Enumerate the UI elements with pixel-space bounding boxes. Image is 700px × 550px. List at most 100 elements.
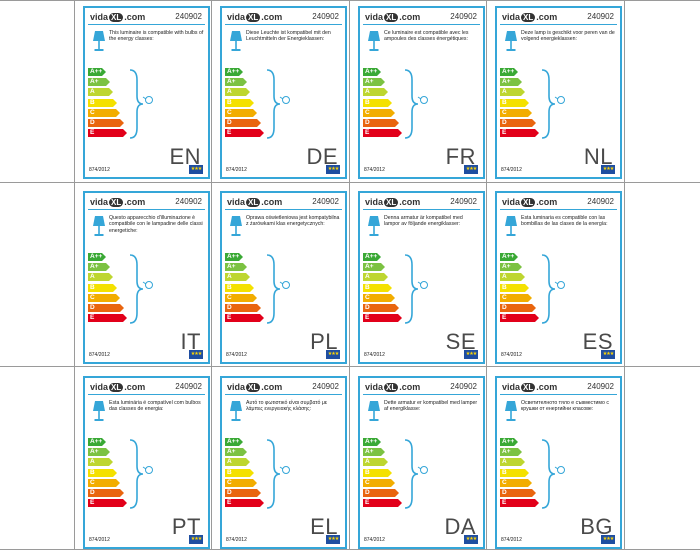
brand-logo: vida XL .com — [90, 382, 145, 392]
energy-class-bar: B — [225, 468, 253, 477]
brace-icon — [265, 68, 281, 140]
header-separator — [500, 209, 617, 210]
label-cell-de: vida XL .com 240902 Diese Leuchte ist kompat… — [211, 3, 348, 180]
regulation-number: 874/2012 — [364, 537, 385, 543]
energy-class-bar: C — [225, 108, 257, 117]
grid-divider-horizontal — [0, 182, 700, 183]
energy-label-card: vida XL .com 240902 Deze lamp is geschikt vo… — [495, 6, 622, 179]
energy-class-bars: A++ A+ A B C D E — [363, 253, 402, 324]
brand-logo-domain: .com — [261, 12, 283, 22]
brace-icon — [265, 253, 281, 325]
header-separator — [88, 394, 205, 395]
brand-logo-badge: XL — [521, 13, 536, 22]
brand-logo-badge: XL — [109, 198, 124, 207]
eu-flag-icon: ★★★ — [326, 350, 340, 359]
brand-logo-domain: .com — [399, 382, 421, 392]
energy-class-bars: A++ A+ A B C D E — [500, 438, 539, 509]
regulation-number: 874/2012 — [501, 352, 522, 358]
brace-icon — [540, 438, 556, 510]
eu-flag-stars: ★★★ — [602, 166, 614, 172]
energy-class-bar: A+ — [225, 448, 246, 457]
eu-flag-icon: ★★★ — [326, 535, 340, 544]
grid-divider-vertical — [211, 0, 212, 550]
eu-flag-icon: ★★★ — [189, 165, 203, 174]
brand-logo: vida XL .com — [90, 197, 145, 207]
energy-label-card: vida XL .com 240902 Diese Leuchte ist kompat… — [220, 6, 347, 179]
energy-class-bar: A++ — [363, 438, 381, 446]
energy-label-card: vida XL .com 240902 Осветителното тяло е съв… — [495, 376, 622, 549]
brand-logo: vida XL .com — [227, 382, 282, 392]
product-code: 240902 — [587, 382, 614, 391]
bulb-icon — [554, 277, 566, 289]
energy-class-bars: A++ A+ A B C D E — [500, 253, 539, 324]
compatibility-text: Esta luminaria es compatible con las bom… — [521, 215, 608, 228]
lamp-icon — [504, 215, 518, 237]
energy-class-bar: D — [363, 303, 398, 312]
energy-class-bar: E — [88, 499, 127, 508]
brand-logo-text: vida — [502, 197, 521, 207]
brace-icon — [403, 68, 419, 140]
lamp-icon — [367, 400, 381, 422]
brand-logo: vida XL .com — [227, 12, 282, 22]
brand-logo-domain: .com — [261, 382, 283, 392]
label-cell-pt: vida XL .com 240902 Esta luminária é compatí… — [74, 373, 211, 550]
eu-flag-stars: ★★★ — [602, 351, 614, 357]
energy-class-bar: A++ — [363, 253, 381, 261]
bulb-icon — [417, 277, 429, 289]
energy-class-bar: C — [225, 478, 257, 487]
energy-class-bars: A++ A+ A B C D E — [363, 68, 402, 139]
energy-class-bars: A++ A+ A B C D E — [88, 253, 127, 324]
eu-flag-stars: ★★★ — [602, 536, 614, 542]
label-cell-da: vida XL .com 240902 Dette armatur er kompati… — [349, 373, 486, 550]
eu-flag-stars: ★★★ — [465, 166, 477, 172]
brand-logo: vida XL .com — [365, 197, 420, 207]
eu-flag-icon: ★★★ — [601, 350, 615, 359]
label-cell-en: vida XL .com 240902 This luminaire is compat… — [74, 3, 211, 180]
regulation-number: 874/2012 — [226, 167, 247, 173]
energy-class-bar: E — [88, 314, 127, 323]
energy-class-bar: A — [225, 273, 250, 282]
energy-label-card: vida XL .com 240902 Oprawa oświetleniowa jes… — [220, 191, 347, 364]
brand-logo-domain: .com — [399, 197, 421, 207]
language-code: PT — [171, 514, 201, 539]
product-code: 240902 — [175, 12, 202, 21]
energy-class-bars: A++ A+ A B C D E — [88, 68, 127, 139]
brand-logo-badge: XL — [246, 13, 261, 22]
brand-logo-badge: XL — [384, 198, 399, 207]
lamp-icon — [504, 400, 518, 422]
energy-class-bar: D — [225, 303, 260, 312]
energy-class-bar: C — [500, 108, 532, 117]
label-cell-es: vida XL .com 240902 Esta luminaria es compat… — [486, 188, 623, 365]
energy-class-bar: A — [500, 458, 525, 467]
header-separator — [225, 394, 342, 395]
brand-logo: vida XL .com — [365, 12, 420, 22]
energy-class-bar: D — [363, 118, 398, 127]
eu-flag-stars: ★★★ — [190, 166, 202, 172]
brand-logo-text: vida — [227, 382, 246, 392]
eu-flag-stars: ★★★ — [327, 351, 339, 357]
energy-label-card: vida XL .com 240902 This luminaire is compat… — [83, 6, 210, 179]
header-separator — [363, 24, 480, 25]
energy-class-bar: A+ — [500, 263, 521, 272]
energy-class-bar: B — [88, 283, 116, 292]
energy-class-bar: E — [225, 314, 264, 323]
regulation-number: 874/2012 — [501, 167, 522, 173]
brand-logo-badge: XL — [109, 383, 124, 392]
header-separator — [363, 209, 480, 210]
energy-class-bar: C — [363, 293, 395, 302]
energy-class-bar: E — [500, 499, 539, 508]
energy-label-card: vida XL .com 240902 Esta luminaria es compat… — [495, 191, 622, 364]
energy-class-bar: B — [500, 98, 528, 107]
bulb-icon — [417, 92, 429, 104]
energy-label-card: vida XL .com 240902 Dette armatur er kompati… — [358, 376, 485, 549]
product-code: 240902 — [450, 382, 477, 391]
brand-logo-text: vida — [227, 12, 246, 22]
eu-flag-stars: ★★★ — [465, 536, 477, 542]
energy-class-bar: A — [363, 458, 388, 467]
brand-logo-text: vida — [90, 197, 109, 207]
regulation-number: 874/2012 — [226, 537, 247, 543]
language-code: DA — [444, 514, 476, 539]
product-code: 240902 — [175, 197, 202, 206]
energy-class-bar: A — [88, 458, 113, 467]
